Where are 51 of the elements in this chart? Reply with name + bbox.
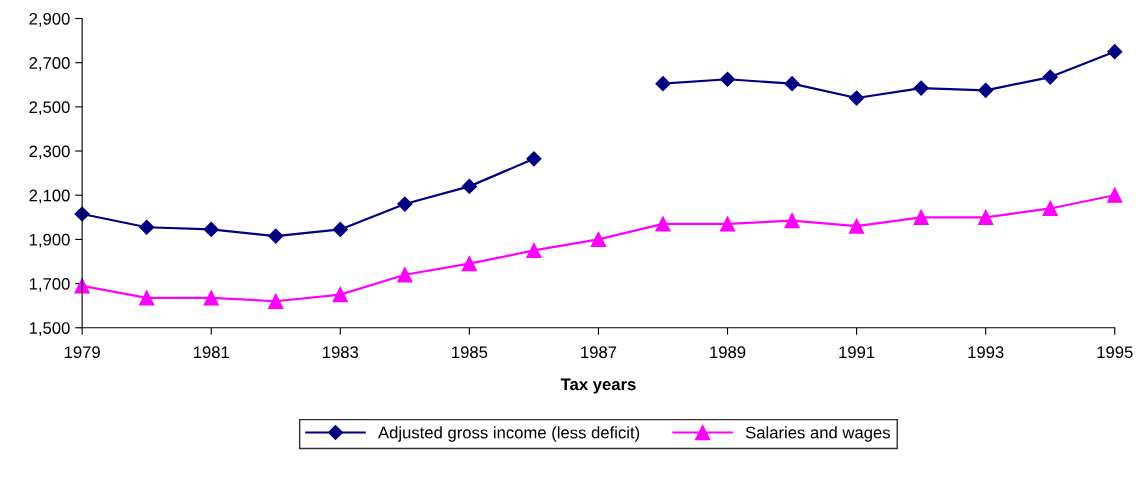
- x-tick-label: 1985: [452, 346, 488, 359]
- point: [397, 267, 413, 283]
- point: [590, 231, 607, 248]
- point: [655, 216, 671, 232]
- y-tick-label: 1,700: [29, 277, 70, 292]
- point: [461, 256, 478, 272]
- point: [784, 76, 800, 92]
- point: [719, 71, 736, 87]
- y-tick-label: 2,900: [29, 12, 70, 27]
- point: [332, 286, 348, 303]
- x-tick-label: 1987: [581, 346, 617, 359]
- point: [203, 221, 219, 238]
- point: [1042, 200, 1058, 217]
- point: [655, 76, 671, 92]
- point: [268, 293, 284, 309]
- point: [978, 209, 994, 225]
- y-tick-label: 1,900: [29, 233, 70, 248]
- point: [848, 218, 865, 234]
- point: [913, 209, 929, 225]
- y-tick-label: 2,100: [29, 189, 70, 204]
- x-tick-label: 1983: [323, 346, 359, 359]
- point: [203, 290, 219, 306]
- point: [719, 216, 736, 232]
- point: [849, 90, 865, 106]
- x-tick-label: 1995: [1097, 346, 1133, 359]
- point: [1107, 44, 1123, 60]
- point: [139, 290, 155, 306]
- point: [978, 82, 994, 98]
- legend-label: Adjusted gross income (less deficit): [378, 426, 640, 442]
- point: [139, 219, 155, 235]
- point: [913, 80, 929, 96]
- point: [397, 196, 413, 212]
- point: [461, 178, 477, 194]
- point: [268, 228, 284, 244]
- point: [526, 242, 542, 259]
- point: [526, 151, 542, 167]
- point: [784, 212, 800, 229]
- x-tick-label: 1981: [193, 346, 229, 359]
- point: [1107, 187, 1123, 203]
- y-tick-label: 1,500: [29, 322, 70, 336]
- x-axis-title: Tax years: [560, 378, 636, 394]
- x-tick-label: 1993: [968, 346, 1004, 359]
- y-tick-label: 2,700: [29, 57, 70, 71]
- point: [332, 221, 348, 238]
- legend-label: Salaries and wages: [745, 426, 890, 442]
- y-tick-label: 2,500: [29, 101, 70, 116]
- x-tick-label: 1991: [839, 346, 875, 359]
- y-tick-label: 2,300: [29, 145, 70, 160]
- point: [1042, 69, 1058, 85]
- x-tick-label: 1979: [64, 346, 100, 359]
- x-tick-label: 1989: [710, 346, 746, 359]
